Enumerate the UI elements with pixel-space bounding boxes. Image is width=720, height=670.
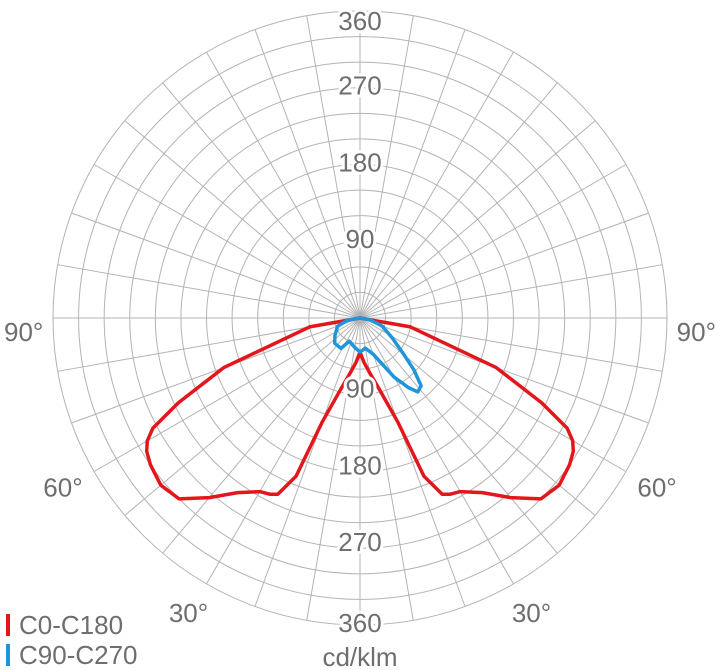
radial-tick-label: 360 (338, 608, 381, 638)
series-line-c90-c270 (332, 316, 423, 394)
angle-label: 60° (637, 472, 676, 502)
radial-tick-label: 270 (338, 527, 381, 557)
grid-spoke (71, 212, 361, 319)
radial-tick-label: 180 (338, 147, 381, 177)
grid-spoke (359, 120, 596, 319)
label-layer: 90 90 180 180 270 270 360 360 90° 90° 60° 60° 30° 30°… (1, 3, 719, 670)
grid-spoke (359, 317, 649, 424)
legend-item-c0-c180: C0-C180 (6, 610, 138, 640)
grid-spoke (124, 120, 361, 319)
angle-label: 60° (43, 472, 82, 502)
grid-spoke (254, 317, 361, 607)
legend-swatch-c90-c270 (6, 644, 10, 666)
grid-spoke (359, 317, 514, 585)
angle-label: 90° (4, 317, 43, 347)
grid-spoke (359, 317, 627, 472)
legend-item-c90-c270: C90-C270 (6, 640, 138, 670)
grid-spoke (162, 82, 361, 319)
grid-spoke (359, 29, 466, 319)
radial-tick-label: 360 (338, 6, 381, 36)
polar-grid (52, 10, 668, 626)
grid-spoke (206, 51, 361, 319)
grid-spoke (71, 317, 361, 424)
angle-label: 90° (677, 317, 716, 347)
grid-spoke (306, 15, 361, 319)
grid-spoke (254, 29, 361, 319)
grid-spoke (359, 82, 558, 319)
grid-spoke (359, 317, 466, 607)
radial-tick-label: 90 (346, 224, 375, 254)
legend: C0-C180 C90-C270 (6, 610, 138, 670)
radial-tick-label: 270 (338, 71, 381, 101)
radial-tick-label: 180 (338, 450, 381, 480)
grid-spoke (57, 264, 361, 319)
grid-spoke (359, 15, 414, 319)
angle-label: 30° (169, 598, 208, 628)
grid-spoke (206, 317, 361, 585)
grid-spoke (93, 164, 361, 319)
grid-spoke (359, 317, 558, 554)
grid-spoke (359, 51, 514, 319)
grid-spoke (359, 212, 649, 319)
legend-label-c0-c180: C0-C180 (19, 610, 124, 640)
angle-label: 30° (512, 598, 551, 628)
grid-spoke (359, 164, 627, 319)
radial-tick-label: 90 (346, 374, 375, 404)
grid-spoke (359, 264, 663, 319)
grid-spoke (162, 317, 361, 554)
grid-spoke (93, 317, 361, 472)
grid-spoke (124, 317, 361, 516)
legend-label-c90-c270: C90-C270 (19, 640, 138, 670)
legend-swatch-c0-c180 (6, 614, 10, 636)
series-layer (144, 316, 576, 501)
unit-label: cd/klm (322, 642, 397, 670)
